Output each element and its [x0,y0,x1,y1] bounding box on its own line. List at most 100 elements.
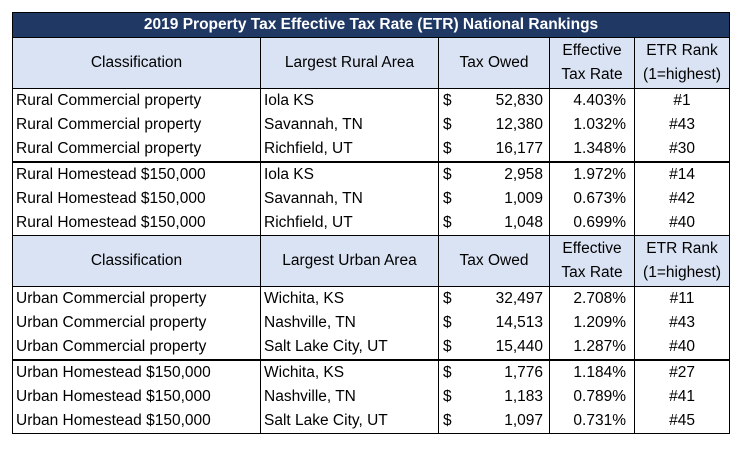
urban-etr-header: Effective Tax Rate [549,235,635,287]
etr-cell: 0.789% [549,385,635,409]
table-row: Rural Homestead $150,000 Richfield, UT $1,… [12,211,731,236]
rural-header-row: Classification Largest Rural Area Tax Ow… [12,37,731,89]
table-row: Urban Homestead $150,000 Salt Lake City, … [12,409,731,434]
rural-area-header: Largest Rural Area [260,37,439,89]
rural-classification-header: Classification [12,37,261,89]
urban-rank-header-line1: ETR Rank [646,240,718,257]
classification-cell: Urban Homestead $150,000 [12,409,261,434]
rank-cell: #43 [633,311,731,335]
urban-etr-header-line2: Tax Rate [561,264,623,281]
rank-cell: #40 [633,211,731,236]
rural-rank-header-line2: (1=highest) [643,66,722,83]
classification-cell: Rural Homestead $150,000 [12,187,261,211]
table-row: Rural Homestead $150,000 Iola KS $2,958 1.9… [12,162,731,187]
dollar-sign-cell: $ [438,113,468,137]
etr-rankings-table-container: 2019 Property Tax Effective Tax Rate (ET… [11,12,731,434]
tax-owed-cell: 14,513 [467,311,550,335]
dollar-sign-cell: $ [438,286,468,311]
urban-rank-header: ETR Rank (1=highest) [633,235,731,287]
tax-owed-cell: 1,048 [467,211,550,236]
area-cell: Nashville, TN [260,311,439,335]
urban-etr-header-line1: Effective [562,240,622,257]
classification-cell: Rural Homestead $150,000 [12,162,261,187]
dollar-sign-cell: $ [438,162,468,187]
classification-cell: Urban Commercial property [12,286,261,311]
rank-cell: #41 [633,385,731,409]
table-title-row: 2019 Property Tax Effective Tax Rate (ET… [11,12,731,38]
area-cell: Salt Lake City, UT [260,409,439,434]
rank-cell: #11 [633,286,731,311]
table-title: 2019 Property Tax Effective Tax Rate (ET… [11,12,731,38]
dollar-sign-cell: $ [438,88,468,113]
rank-cell: #42 [633,187,731,211]
etr-cell: 1.184% [549,360,635,385]
area-cell: Richfield, UT [260,211,439,236]
rural-rank-header: ETR Rank (1=highest) [633,37,731,89]
rank-cell: #30 [633,137,731,163]
table-row: Urban Commercial property Salt Lake City,… [12,335,731,361]
etr-cell: 1.032% [549,113,635,137]
tax-owed-cell: 16,177 [467,137,550,163]
classification-cell: Urban Commercial property [12,335,261,361]
table-row: Rural Commercial property Iola KS $52,830 4… [12,88,731,113]
tax-owed-cell: 1,776 [467,360,550,385]
urban-section: Classification Largest Urban Area Tax Ow… [12,235,731,434]
tax-owed-cell: 2,958 [467,162,550,187]
urban-tax-owed-header: Tax Owed [438,235,550,287]
etr-cell: 0.699% [549,211,635,236]
classification-cell: Rural Homestead $150,000 [12,211,261,236]
rank-cell: #1 [633,88,731,113]
tax-owed-cell: 32,497 [467,286,550,311]
classification-cell: Urban Commercial property [12,311,261,335]
tax-owed-cell: 15,440 [467,335,550,361]
etr-cell: 1.348% [549,137,635,163]
area-cell: Salt Lake City, UT [260,335,439,361]
dollar-sign-cell: $ [438,409,468,434]
urban-area-header: Largest Urban Area [260,235,439,287]
classification-cell: Rural Commercial property [12,88,261,113]
table-row: Urban Commercial property Wichita, KS $32,… [12,286,731,311]
rural-etr-header-line1: Effective [562,42,622,59]
classification-cell: Rural Commercial property [12,113,261,137]
rank-cell: #27 [633,360,731,385]
area-cell: Wichita, KS [260,360,439,385]
rank-cell: #43 [633,113,731,137]
table-row: Rural Homestead $150,000 Savannah, TN $1,0… [12,187,731,211]
area-cell: Savannah, TN [260,187,439,211]
etr-cell: 1.209% [549,311,635,335]
etr-rankings-table: 2019 Property Tax Effective Tax Rate (ET… [11,12,731,434]
dollar-sign-cell: $ [438,137,468,163]
classification-cell: Rural Commercial property [12,137,261,163]
urban-rank-header-line2: (1=highest) [643,264,722,281]
rural-etr-header: Effective Tax Rate [549,37,635,89]
rank-cell: #14 [633,162,731,187]
classification-cell: Urban Homestead $150,000 [12,360,261,385]
area-cell: Iola KS [260,88,439,113]
area-cell: Iola KS [260,162,439,187]
dollar-sign-cell: $ [438,335,468,361]
etr-cell: 1.972% [549,162,635,187]
table-row: Rural Commercial property Savannah, TN $12… [12,113,731,137]
classification-cell: Urban Homestead $150,000 [12,385,261,409]
dollar-sign-cell: $ [438,360,468,385]
tax-owed-cell: 1,009 [467,187,550,211]
area-cell: Savannah, TN [260,113,439,137]
table-row: Urban Homestead $150,000 Nashville, TN $1,… [12,385,731,409]
dollar-sign-cell: $ [438,211,468,236]
rank-cell: #45 [633,409,731,434]
area-cell: Wichita, KS [260,286,439,311]
etr-cell: 0.673% [549,187,635,211]
rural-section: Classification Largest Rural Area Tax Ow… [12,37,731,236]
dollar-sign-cell: $ [438,385,468,409]
etr-cell: 0.731% [549,409,635,434]
tax-owed-cell: 1,097 [467,409,550,434]
etr-cell: 4.403% [549,88,635,113]
table-row: Urban Homestead $150,000 Wichita, KS $1,77… [12,360,731,385]
tax-owed-cell: 52,830 [467,88,550,113]
rank-cell: #40 [633,335,731,361]
rural-rank-header-line1: ETR Rank [646,42,718,59]
rural-tax-owed-header: Tax Owed [438,37,550,89]
table-row: Rural Commercial property Richfield, UT $1… [12,137,731,163]
etr-cell: 2.708% [549,286,635,311]
dollar-sign-cell: $ [438,187,468,211]
